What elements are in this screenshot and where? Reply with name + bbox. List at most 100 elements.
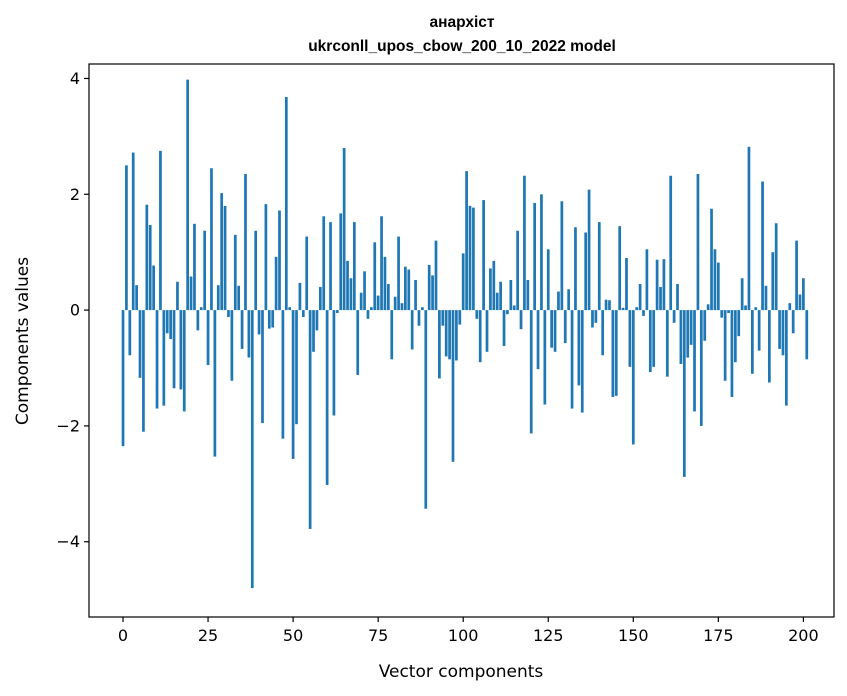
bar-component-109 <box>492 260 496 311</box>
bar-component-18 <box>182 310 186 412</box>
bar-component-127 <box>553 310 557 352</box>
bar-component-99 <box>458 310 462 325</box>
bar-component-50 <box>291 310 295 459</box>
bar-component-55 <box>308 310 312 529</box>
bar-component-134 <box>577 310 581 386</box>
bar-component-189 <box>764 285 768 311</box>
bar-component-192 <box>774 223 778 311</box>
x-axis-label: Vector components <box>379 662 544 682</box>
bar-component-163 <box>676 284 679 311</box>
x-tick-label: 50 <box>283 626 303 645</box>
bar-component-16 <box>176 281 179 311</box>
bar-component-49 <box>288 307 292 311</box>
bar-component-39 <box>254 230 258 311</box>
bar-component-181 <box>737 310 741 337</box>
bar-component-91 <box>431 275 434 311</box>
bar-component-22 <box>196 310 200 331</box>
bar-component-120 <box>529 310 533 434</box>
bar-component-51 <box>295 310 298 425</box>
bar-component-14 <box>169 310 172 340</box>
bar-component-45 <box>274 256 278 311</box>
bar-component-187 <box>757 310 761 351</box>
bar-component-172 <box>706 304 710 311</box>
bar-component-53 <box>301 310 305 318</box>
bar-component-31 <box>227 310 230 318</box>
bar-component-97 <box>451 310 455 462</box>
bar-component-178 <box>727 310 730 313</box>
bar-component-67 <box>349 278 353 311</box>
bar-component-100 <box>461 253 465 311</box>
bar-component-66 <box>346 260 349 311</box>
bar-component-96 <box>448 310 451 360</box>
y-tick-label: −2 <box>56 416 80 435</box>
bar-component-135 <box>580 310 584 413</box>
bar-component-37 <box>247 310 251 358</box>
bar-component-17 <box>179 310 183 390</box>
bar-component-122 <box>536 310 540 370</box>
bar-component-147 <box>621 307 625 311</box>
bar-component-27 <box>213 310 217 457</box>
bar-component-194 <box>781 310 785 356</box>
bar-component-182 <box>740 278 744 311</box>
bar-component-124 <box>543 310 547 405</box>
bar-component-193 <box>778 310 781 349</box>
bar-component-48 <box>284 97 288 311</box>
bar-component-60 <box>325 310 329 485</box>
bar-component-173 <box>710 208 713 311</box>
bar-component-95 <box>444 310 448 357</box>
bar-component-47 <box>281 310 285 439</box>
bar-component-175 <box>716 262 720 311</box>
bar-component-82 <box>400 303 404 311</box>
chart-title: анархіст <box>429 14 494 31</box>
bar-component-9 <box>152 265 155 311</box>
bar-component-72 <box>366 310 370 319</box>
bar-component-177 <box>723 310 727 381</box>
bar-component-200 <box>802 278 805 311</box>
bar-component-89 <box>424 310 428 509</box>
bar-component-150 <box>631 310 635 445</box>
x-tick-label: 0 <box>118 626 128 645</box>
bar-component-174 <box>713 249 717 311</box>
bar-component-155 <box>648 310 652 373</box>
bar-component-13 <box>165 310 169 334</box>
bar-component-88 <box>421 307 424 311</box>
bar-component-93 <box>438 310 441 379</box>
bar-component-123 <box>540 194 543 311</box>
bar-component-196 <box>788 303 792 311</box>
bar-component-25 <box>206 310 210 366</box>
bar-component-114 <box>509 279 513 311</box>
y-tick-label: 4 <box>70 69 80 88</box>
x-axis-ticks: 0 25 50 75 100 125 150 175 200 <box>118 617 819 645</box>
bar-component-4 <box>135 285 138 311</box>
bar-component-62 <box>332 310 336 416</box>
bar-component-80 <box>393 296 397 311</box>
bar-component-169 <box>696 174 700 311</box>
bar-component-21 <box>193 223 196 311</box>
bar-component-38 <box>250 310 254 589</box>
bar-component-186 <box>754 307 758 311</box>
bar-component-152 <box>638 284 642 311</box>
bar-component-183 <box>744 305 747 311</box>
bar-component-107 <box>485 310 489 352</box>
bar-component-20 <box>189 276 193 311</box>
bar-component-61 <box>329 222 332 311</box>
bar-component-63 <box>335 310 339 313</box>
bar-component-171 <box>703 310 707 341</box>
bar-component-75 <box>376 295 380 311</box>
bar-component-69 <box>356 310 360 375</box>
bar-component-199 <box>798 294 802 311</box>
bar-component-108 <box>489 268 492 311</box>
bar-component-104 <box>475 310 479 319</box>
x-tick-label: 150 <box>618 626 649 645</box>
bar-component-159 <box>662 259 666 311</box>
bar-component-68 <box>352 222 356 311</box>
bar-component-116 <box>516 230 519 311</box>
bar-component-136 <box>584 232 588 311</box>
bar-component-180 <box>733 310 737 363</box>
bar-component-110 <box>495 292 499 311</box>
bar-component-188 <box>761 181 764 311</box>
plot-frame <box>88 63 835 618</box>
x-tick-label: 100 <box>448 626 479 645</box>
bar-component-1 <box>125 165 128 311</box>
